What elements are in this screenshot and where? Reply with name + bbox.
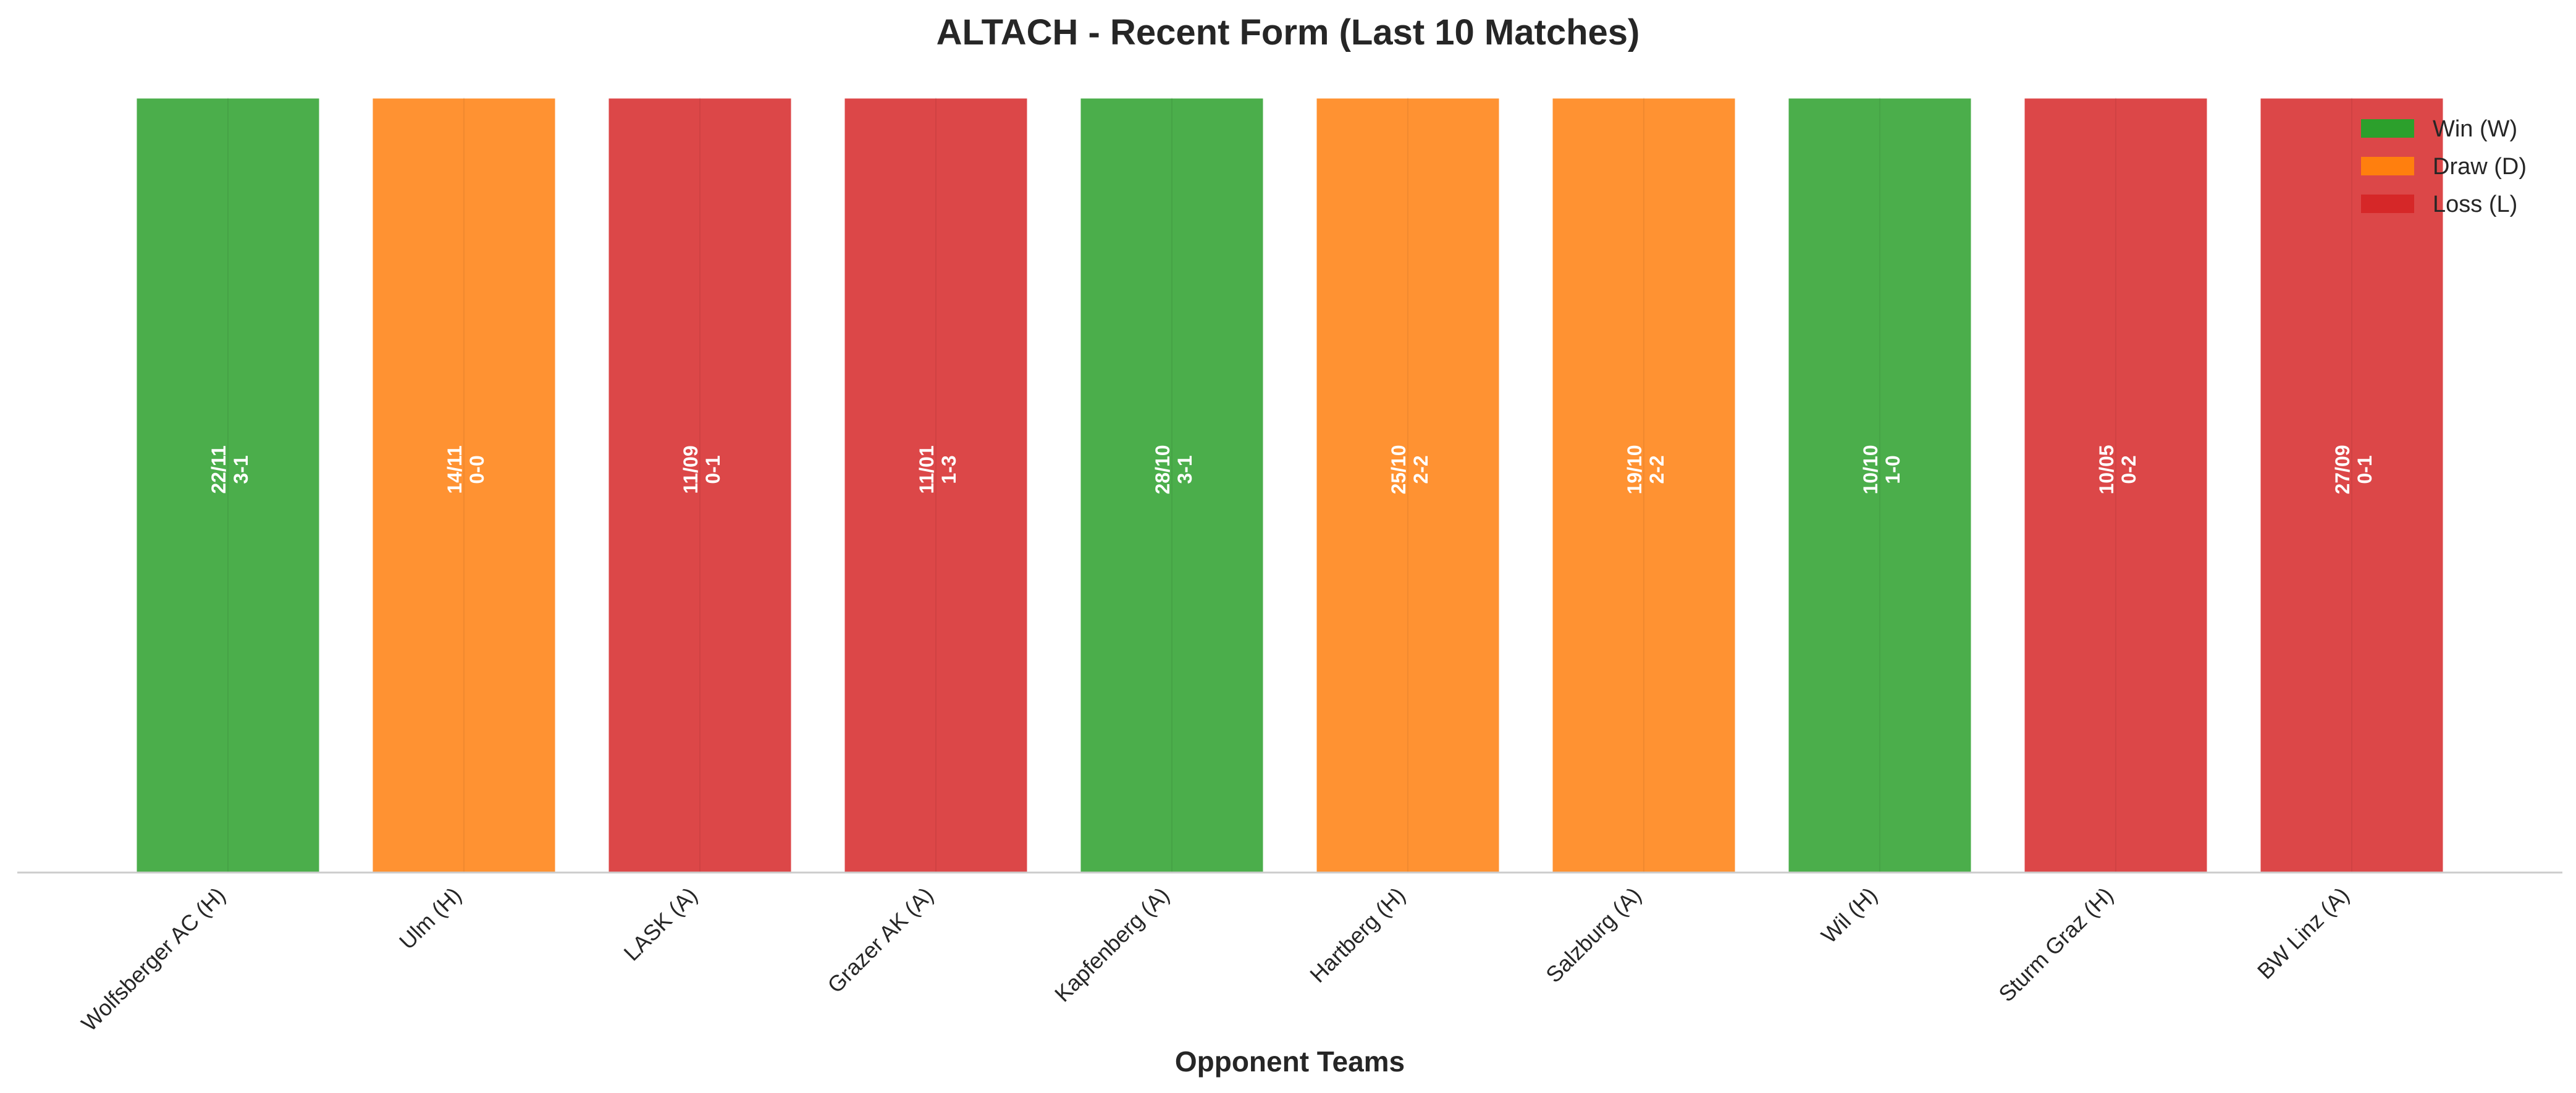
- bar-score-label: 2-2: [1410, 455, 1432, 484]
- bar-data-label: 22/113-1: [208, 445, 252, 493]
- bar-data-label: 10/101-0: [1859, 445, 1904, 494]
- bar-date-label: 10/05: [2095, 445, 2118, 494]
- x-axis-label: Opponent Teams: [1175, 1045, 1405, 1078]
- legend-label: Loss (L): [2433, 191, 2517, 217]
- bar-data-label: 10/050-2: [2095, 445, 2140, 494]
- bar: [1551, 96, 1737, 874]
- bar-score-label: 3-1: [230, 455, 252, 484]
- x-tick-label: BW Linz (A): [2252, 882, 2354, 984]
- x-tick-label: Kapfenberg (A): [1050, 882, 1174, 1007]
- x-tick-label: Salzburg (A): [1541, 882, 1646, 987]
- bar-date-label: 25/10: [1387, 445, 1410, 494]
- bar: [607, 96, 793, 874]
- x-tick-label: LASK (A): [619, 882, 702, 966]
- legend: Win (W) Draw (D) Loss (L): [2361, 116, 2527, 217]
- legend-swatch: [2361, 157, 2414, 175]
- bar-score-label: 1-0: [1882, 455, 1904, 484]
- x-tick-label: Sturm Graz (H): [1993, 882, 2118, 1007]
- x-tick-label: Wolfsberger AC (H): [76, 882, 230, 1036]
- bar-date-label: 19/10: [1623, 445, 1646, 494]
- bar-data-label: 28/103-1: [1151, 445, 1196, 494]
- x-tick-label: Grazer AK (A): [822, 882, 938, 998]
- legend-swatch: [2361, 119, 2414, 138]
- legend-swatch: [2361, 195, 2414, 213]
- bar-score-label: 0-2: [2118, 455, 2140, 484]
- bar: [1079, 96, 1265, 874]
- bars-group: 22/113-1 14/110-0 11/090-1 11/011-3 28/103-1…: [135, 96, 2445, 874]
- x-tick-label: Ulm (H): [394, 882, 466, 955]
- bar-date-label: 28/10: [1151, 445, 1174, 494]
- bar: [371, 96, 557, 874]
- bar: [135, 96, 321, 874]
- bar-score-label: 0-0: [466, 455, 488, 484]
- x-tick-labels: Wolfsberger AC (H) Ulm (H) LASK (A) Grazer …: [76, 882, 2354, 1036]
- bar: [1315, 96, 1501, 874]
- bar-data-label: 25/102-2: [1387, 445, 1432, 494]
- bar-score-label: 3-1: [1174, 455, 1196, 484]
- bar-date-label: 27/09: [2331, 445, 2354, 494]
- bar-date-label: 14/11: [444, 445, 466, 493]
- bar-data-label: 11/011-3: [915, 445, 960, 493]
- bar-date-label: 11/09: [680, 445, 702, 493]
- bar-data-label: 11/090-1: [680, 445, 724, 493]
- bar-data-label: 27/090-1: [2331, 445, 2376, 494]
- bar-score-label: 0-1: [2354, 455, 2376, 484]
- bar-score-label: 0-1: [702, 455, 724, 484]
- x-tick-label: Wil (H): [1816, 882, 1882, 949]
- legend-label: Draw (D): [2433, 154, 2527, 180]
- bar-date-label: 10/10: [1859, 445, 1882, 494]
- bar-score-label: 1-3: [938, 455, 960, 484]
- bar-score-label: 2-2: [1646, 455, 1668, 484]
- chart-title: ALTACH - Recent Form (Last 10 Matches): [937, 12, 1640, 52]
- bar-data-label: 19/102-2: [1623, 445, 1668, 494]
- bar-date-label: 11/01: [915, 445, 938, 493]
- bar: [843, 96, 1029, 874]
- bar-date-label: 22/11: [208, 445, 230, 493]
- bar-data-label: 14/110-0: [444, 445, 488, 493]
- bar: [2258, 96, 2445, 874]
- x-tick-label: Hartberg (H): [1305, 882, 1410, 987]
- legend-label: Win (W): [2433, 116, 2517, 142]
